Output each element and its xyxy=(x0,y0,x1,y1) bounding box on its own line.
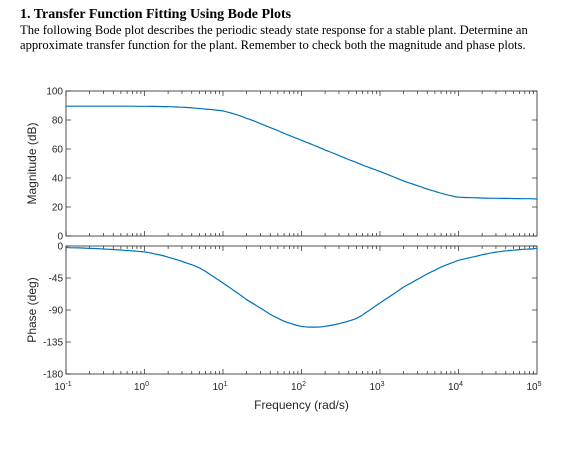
x-tick-label: 102 xyxy=(291,381,306,393)
magnitude-y-axis-label: Magnitude (dB) xyxy=(25,122,39,204)
x-tick-label: 10-1 xyxy=(54,381,71,393)
problem-title: 1. Transfer Function Fitting Using Bode … xyxy=(20,7,292,22)
phase-y-axis-label: Phase (deg) xyxy=(25,277,39,342)
magnitude-y-tick-label: 20 xyxy=(52,203,64,214)
phase-y-tick-label: -90 xyxy=(49,306,64,317)
magnitude-y-tick-label: 100 xyxy=(46,87,63,98)
x-tick-label: 101 xyxy=(212,381,227,393)
phase-y-tick-label: -45 xyxy=(49,274,64,285)
phase-panel: -180 -135 -90 -45 0 Phase (deg) 10-1 100 101 102 1… xyxy=(25,242,542,394)
x-tick-label: 104 xyxy=(448,381,463,393)
magnitude-y-tick-label: 60 xyxy=(52,145,64,156)
phase-y-tick-label: 0 xyxy=(57,242,63,253)
phase-series-line xyxy=(65,246,538,328)
magnitude-panel: 0 20 40 60 80 100 Magnitude (dB) xyxy=(25,87,538,243)
phase-y-tick-label: -135 xyxy=(43,338,63,349)
problem-body: The following Bode plot describes the pe… xyxy=(20,23,528,52)
magnitude-y-tick-label: 0 xyxy=(57,232,63,243)
x-tick-label: 103 xyxy=(369,381,384,393)
magnitude-plot-box xyxy=(65,90,538,237)
x-tick-label: 105 xyxy=(526,381,541,393)
x-axis-label: Frequency (rad/s) xyxy=(254,398,349,412)
x-tick-label: 100 xyxy=(134,381,149,393)
magnitude-series-line xyxy=(66,105,538,200)
magnitude-y-tick-label: 40 xyxy=(52,174,64,185)
phase-y-tick-label: -180 xyxy=(43,370,63,381)
magnitude-y-tick-label: 80 xyxy=(52,116,64,127)
problem-statement: 1. Transfer Function Fitting Using Bode … xyxy=(20,6,560,52)
phase-plot-box xyxy=(65,245,538,375)
